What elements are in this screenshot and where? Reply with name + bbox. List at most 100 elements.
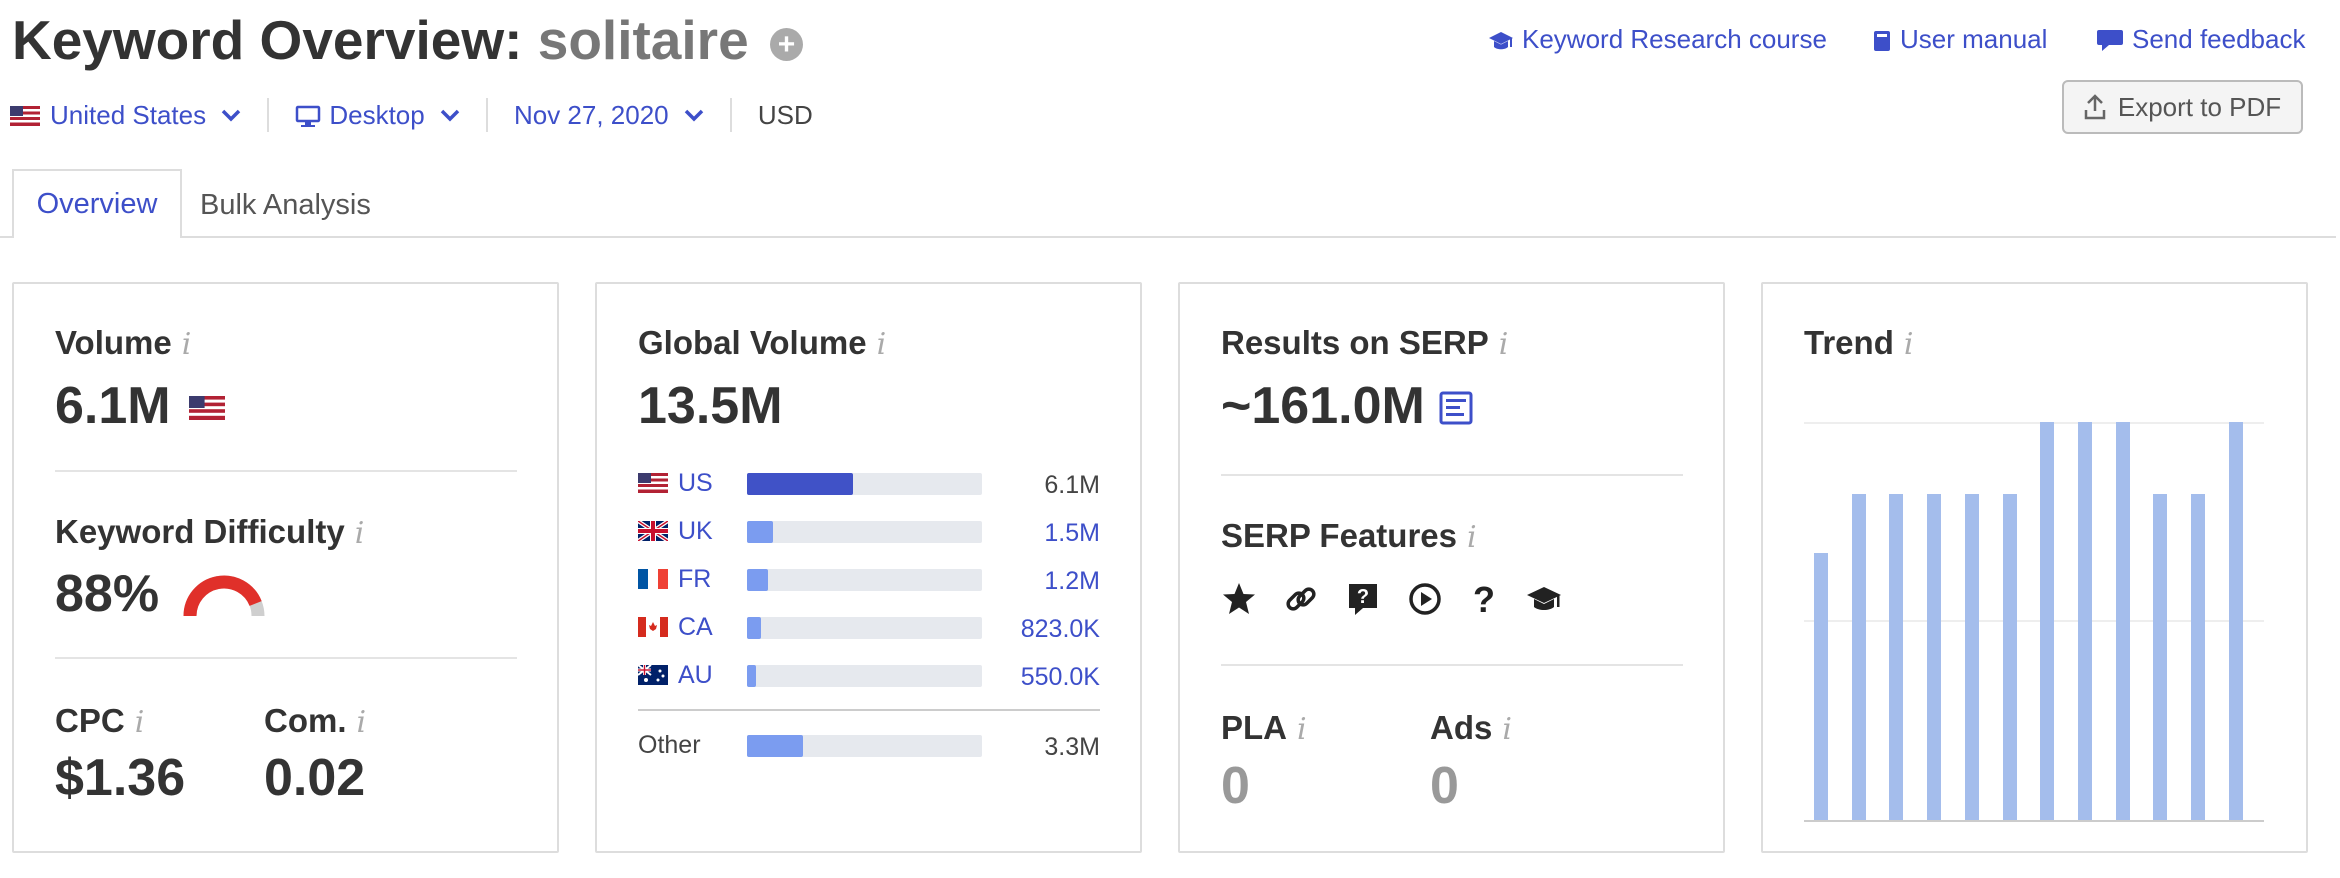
info-icon[interactable]: i	[1467, 520, 1477, 555]
country-value: 1.5M	[1044, 519, 1100, 547]
ads-heading: Ads i	[1430, 709, 1512, 747]
tab-overview[interactable]: Overview	[12, 169, 182, 238]
trend-bar[interactable]	[1927, 493, 1942, 820]
trend-bar[interactable]	[2040, 422, 2055, 820]
divider	[55, 470, 517, 472]
other-label: Other	[638, 731, 701, 759]
cpc-heading: CPC i	[55, 702, 144, 740]
trend-bar[interactable]	[2002, 493, 2017, 820]
export-pdf-button[interactable]: Export to PDF	[2062, 80, 2303, 134]
divider	[638, 709, 1100, 711]
serp-page-icon[interactable]	[1439, 391, 1473, 425]
cpc-label: CPC	[55, 702, 125, 739]
trend-bar[interactable]	[2191, 493, 2205, 820]
device-label: Desktop	[329, 99, 425, 130]
country-value: 6.1M	[1044, 471, 1100, 499]
other-bar-fill	[747, 735, 804, 757]
trend-bar[interactable]	[1964, 493, 1979, 820]
country-bar	[747, 617, 982, 639]
country-value: 823.0K	[1020, 615, 1100, 643]
trend-bar[interactable]	[1814, 553, 1828, 820]
user-manual-label: User manual	[1900, 24, 2048, 54]
page-title: Keyword Overview: solitaire +	[12, 8, 803, 72]
info-icon[interactable]: i	[1297, 712, 1307, 747]
country-us[interactable]: US	[638, 469, 713, 498]
kd-gauge-icon	[183, 575, 265, 617]
country-bar-fill	[747, 473, 853, 495]
country-select[interactable]: United States	[10, 100, 241, 131]
info-icon[interactable]: i	[1502, 712, 1512, 747]
tab-bulk-analysis[interactable]: Bulk Analysis	[200, 189, 371, 221]
country-fr[interactable]: FR	[638, 565, 711, 594]
trend-chart	[1804, 422, 2264, 822]
divider	[485, 98, 488, 132]
volume-value-row: 6.1M	[55, 376, 226, 436]
trend-bar[interactable]	[2077, 422, 2092, 820]
country-bar-fill	[747, 569, 769, 591]
graduation-cap-icon[interactable]	[1525, 581, 1563, 617]
global-volume-heading: Global Volume i	[638, 324, 886, 362]
trend-bar[interactable]	[2115, 422, 2130, 820]
country-bar	[747, 569, 982, 591]
user-manual-link[interactable]: User manual	[1872, 24, 2047, 55]
svg-text:?: ?	[1473, 581, 1495, 617]
country-bar-fill	[747, 665, 757, 687]
keyword-course-link[interactable]: Keyword Research course	[1488, 24, 1827, 55]
country-bar-fill	[747, 617, 762, 639]
results-value: ~161.0M	[1221, 377, 1425, 435]
svg-text:?: ?	[1357, 586, 1369, 608]
info-icon[interactable]: i	[354, 516, 365, 551]
us-flag-icon	[638, 473, 668, 493]
trend-bar[interactable]	[1889, 493, 1904, 820]
divider	[729, 98, 732, 132]
country-code: FR	[678, 565, 712, 593]
device-select[interactable]: Desktop	[295, 100, 460, 131]
cpc-value: $1.36	[55, 749, 186, 807]
tabs-underline	[0, 236, 2336, 238]
play-icon[interactable]	[1407, 581, 1443, 617]
trend-card: Trend i	[1761, 282, 2308, 853]
fr-flag-icon	[638, 569, 668, 589]
trend-bar[interactable]	[2228, 422, 2243, 820]
global-volume-card: Global Volume i 13.5M US 6.1M UK 1.5M FR 1.2M C…	[595, 282, 1142, 853]
info-icon[interactable]: i	[876, 327, 887, 362]
us-flag-icon	[10, 105, 40, 126]
keyword-text: solitaire	[537, 9, 749, 71]
country-uk[interactable]: UK	[638, 517, 713, 546]
country-label: United States	[50, 99, 207, 130]
keyword-course-label: Keyword Research course	[1522, 24, 1827, 54]
info-icon[interactable]: i	[181, 327, 192, 362]
star-icon[interactable]	[1221, 581, 1257, 617]
pla-value: 0	[1221, 757, 1250, 815]
book-icon	[1874, 31, 1890, 51]
question-bubble-icon[interactable]: ?	[1345, 581, 1381, 617]
info-icon[interactable]: i	[134, 705, 145, 740]
link-icon[interactable]	[1283, 581, 1319, 617]
date-label: Nov 27, 2020	[513, 99, 669, 130]
question-icon[interactable]: ?	[1469, 581, 1499, 617]
results-label: Results on SERP	[1221, 324, 1489, 361]
country-ca[interactable]: CA	[638, 613, 713, 642]
kd-value: 88%	[55, 565, 160, 623]
divider	[267, 98, 270, 132]
currency-label: USD	[757, 99, 813, 130]
info-icon[interactable]: i	[1903, 327, 1914, 362]
info-icon[interactable]: i	[356, 705, 367, 740]
info-icon[interactable]: i	[1498, 327, 1509, 362]
serp-features-icons: ? ?	[1221, 581, 1563, 617]
volume-heading: Volume i	[55, 324, 191, 362]
chat-bubble-icon	[2097, 30, 2123, 51]
trend-bar[interactable]	[2153, 493, 2168, 820]
date-select[interactable]: Nov 27, 2020	[514, 100, 704, 131]
gridline	[1804, 620, 2264, 622]
baseline	[1804, 820, 2264, 822]
country-au[interactable]: AU	[638, 661, 713, 690]
add-keyword-icon[interactable]: +	[769, 27, 803, 61]
com-value: 0.02	[264, 749, 366, 807]
trend-bar[interactable]	[1851, 493, 1866, 820]
export-pdf-label: Export to PDF	[2117, 91, 2282, 122]
send-feedback-link[interactable]: Send feedback	[2096, 24, 2305, 55]
com-heading: Com. i	[264, 702, 366, 740]
serp-card: Results on SERP i ~161.0M SERP Features i …	[1178, 282, 1725, 853]
country-code: US	[678, 469, 713, 497]
